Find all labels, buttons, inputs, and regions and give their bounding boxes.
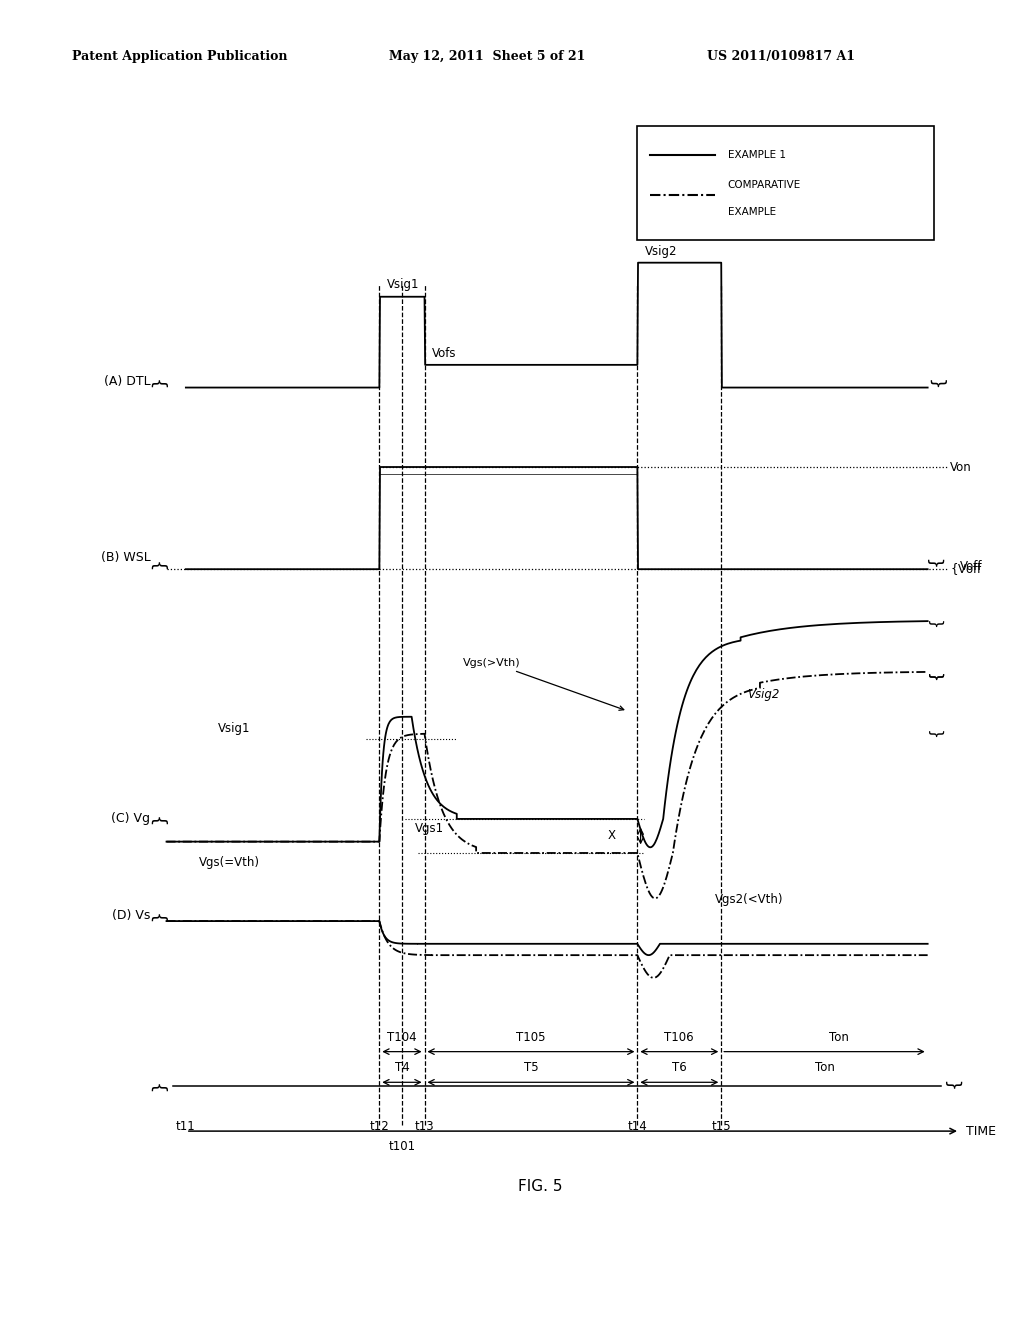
Text: Voff: Voff [959, 561, 982, 573]
FancyBboxPatch shape [637, 127, 934, 240]
Text: $\{$: $\{$ [928, 619, 946, 628]
Text: $\}$: $\}$ [928, 376, 947, 388]
Text: t11: t11 [176, 1119, 196, 1133]
Text: EXAMPLE 1: EXAMPLE 1 [728, 150, 785, 160]
Text: Von: Von [950, 461, 972, 474]
Text: $\{$: $\{$ [150, 909, 169, 921]
Text: May 12, 2011  Sheet 5 of 21: May 12, 2011 Sheet 5 of 21 [389, 50, 586, 63]
Text: t15: t15 [712, 1119, 731, 1133]
Text: EXAMPLE: EXAMPLE [728, 207, 776, 216]
Text: $\{$: $\{$ [928, 729, 946, 739]
Text: T5: T5 [523, 1061, 539, 1074]
Text: T4: T4 [394, 1061, 410, 1074]
Text: US 2011/0109817 A1: US 2011/0109817 A1 [707, 50, 855, 63]
Text: (C) Vg: (C) Vg [112, 812, 151, 825]
Text: Vsig2: Vsig2 [645, 246, 678, 259]
Text: Vofs: Vofs [432, 347, 457, 360]
Text: Vsig2: Vsig2 [748, 688, 779, 701]
Text: T105: T105 [516, 1031, 546, 1044]
Text: Patent Application Publication: Patent Application Publication [72, 50, 287, 63]
Text: COMPARATIVE: COMPARATIVE [728, 181, 801, 190]
Text: Vsig1: Vsig1 [218, 722, 251, 735]
Text: TIME: TIME [967, 1125, 996, 1138]
Text: (B) WSL: (B) WSL [100, 552, 151, 565]
Text: Vgs(=Vth): Vgs(=Vth) [199, 857, 260, 870]
Text: T106: T106 [665, 1031, 694, 1044]
Text: $\{$: $\{$ [928, 672, 946, 682]
Text: Ton: Ton [828, 1031, 849, 1044]
Text: t14: t14 [628, 1119, 647, 1133]
Text: $\{$: $\{$ [150, 813, 169, 825]
Text: t101: t101 [388, 1140, 416, 1154]
Text: (D) Vs: (D) Vs [112, 909, 151, 921]
Text: T104: T104 [387, 1031, 417, 1044]
Text: $\{$: $\{$ [150, 376, 169, 388]
Text: t13: t13 [415, 1119, 434, 1133]
Text: Ton: Ton [814, 1061, 835, 1074]
Text: $\{$: $\{$ [150, 1080, 169, 1092]
Text: Vsig1: Vsig1 [387, 279, 420, 292]
Text: $\{$Voff: $\{$Voff [950, 561, 983, 577]
Text: $\{$: $\{$ [928, 672, 946, 682]
Text: Vgs(>Vth): Vgs(>Vth) [463, 657, 624, 710]
Text: FIG. 5: FIG. 5 [518, 1179, 563, 1193]
Text: $\{$: $\{$ [928, 558, 947, 569]
Text: $\{$: $\{$ [150, 558, 169, 569]
Text: (A) DTL: (A) DTL [103, 375, 151, 388]
Text: T6: T6 [672, 1061, 687, 1074]
Text: Vgs1: Vgs1 [415, 822, 444, 836]
Text: t12: t12 [370, 1119, 389, 1133]
Text: X: X [607, 829, 615, 842]
Text: $\{$: $\{$ [945, 1080, 965, 1092]
Text: Vgs2(<Vth): Vgs2(<Vth) [715, 892, 783, 906]
